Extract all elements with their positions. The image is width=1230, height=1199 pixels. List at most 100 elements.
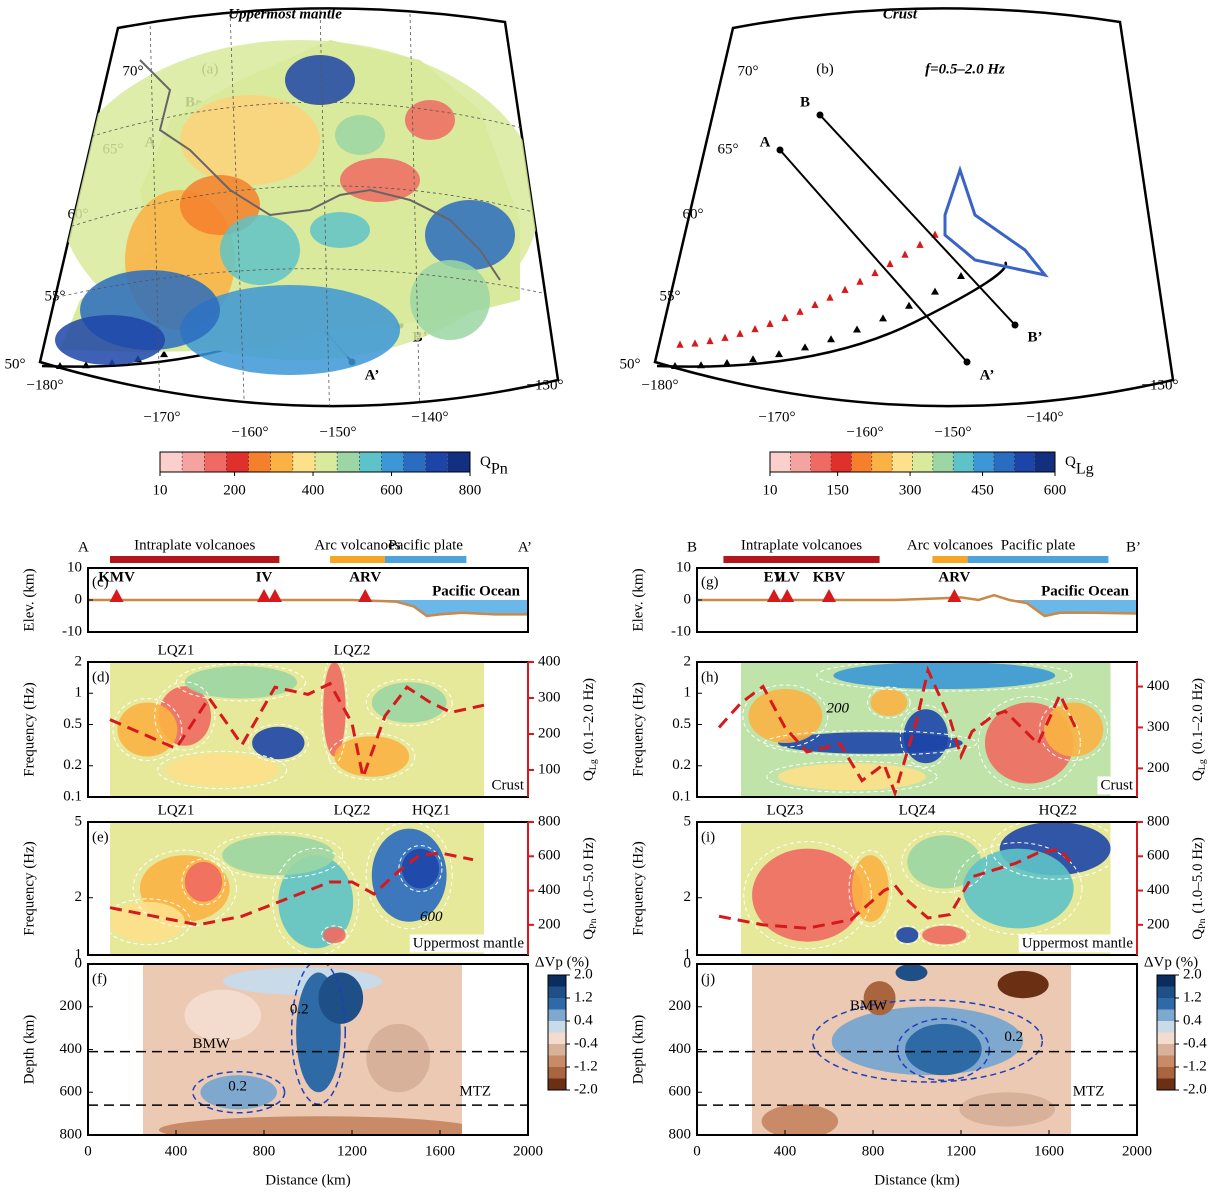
colorbar-cell — [1157, 1067, 1175, 1079]
volcano — [110, 589, 124, 602]
colorbar-tick-label: -2.0 — [1183, 1081, 1207, 1097]
y2-tick-label: 800 — [538, 813, 561, 829]
y-tick-label: 0.5 — [63, 716, 82, 732]
profile-end — [777, 147, 784, 154]
volcano — [767, 589, 781, 602]
heatmap-blob — [778, 763, 926, 790]
colorbar-cell — [1157, 1044, 1175, 1056]
q-band: (1.0–5.0 Hz) — [1190, 837, 1206, 913]
zone-label: LQZ1 — [158, 802, 195, 818]
panel-label: (f) — [92, 971, 107, 987]
colorbar-cell — [770, 452, 790, 472]
map-blob — [410, 260, 490, 340]
section-label: BMW — [850, 998, 888, 1014]
colorbar-cell — [548, 1056, 566, 1068]
y-tick-label: 0.1 — [63, 788, 82, 804]
q-band: (0.1–2.0 Hz) — [1190, 678, 1206, 754]
latitude-label: 65° — [718, 141, 739, 157]
segment-bar — [110, 556, 279, 563]
segment-bar — [385, 556, 466, 563]
colorbar-title: ΔVp (%) — [535, 954, 589, 970]
section-label: MTZ — [1073, 1084, 1105, 1100]
q-symbol: Q — [1190, 770, 1206, 781]
section-label: MTZ — [459, 1084, 491, 1100]
x-tick-label: 1600 — [425, 1143, 455, 1159]
x-tick-label: 2000 — [513, 1143, 543, 1159]
colorbar-cell — [811, 452, 831, 472]
y-tick-label: 0 — [684, 591, 692, 607]
zone-label: LQZ3 — [767, 802, 804, 818]
colorbar: 10150300450600QLg — [763, 452, 1094, 498]
volcano — [257, 589, 271, 602]
velocity-blob — [896, 964, 928, 981]
colorbar-tick-label: 400 — [302, 482, 325, 498]
colorbar-cell — [1035, 452, 1055, 472]
contour-label: 200 — [827, 701, 850, 717]
y2-axis-label: QLg(0.1–2.0 Hz) — [581, 678, 599, 781]
segment-label: Arc volcanoes — [907, 537, 993, 553]
y2-tick-label: 200 — [1147, 916, 1170, 932]
y-tick-label: 10 — [67, 559, 82, 575]
q-symbol: Q — [1190, 929, 1206, 940]
colorbar-cell — [315, 452, 337, 472]
latitude-label: 50° — [620, 356, 641, 372]
colorbar-cell — [271, 452, 293, 472]
longitude-label: −170° — [144, 409, 181, 425]
colorbar-cell — [548, 975, 566, 987]
colorbar-tick-label: 0.4 — [574, 1012, 593, 1028]
y-tick-label: 800 — [669, 1126, 692, 1142]
y2-tick-label: 800 — [1147, 813, 1170, 829]
y2-tick-label: 300 — [1147, 719, 1170, 735]
x-tick-label: 1200 — [946, 1143, 976, 1159]
profile-end: B’ — [1126, 539, 1141, 555]
colorbar-cell — [1157, 1033, 1175, 1045]
colorbar-tick-label: 300 — [899, 482, 922, 498]
colorbar-cell — [933, 452, 953, 472]
y-tick-label: 400 — [60, 1041, 83, 1057]
heatmap-blob — [870, 689, 907, 716]
volcano — [780, 589, 794, 602]
segment-bar — [723, 556, 879, 563]
y2-tick-label: 200 — [538, 725, 561, 741]
panel-label: (c) — [92, 574, 109, 590]
q-symbol: Q — [581, 929, 597, 940]
y-tick-label: 0.2 — [672, 757, 691, 773]
map-blob — [310, 212, 370, 248]
q-symbol: Q — [581, 770, 597, 781]
panel-label: (i) — [701, 829, 715, 845]
y2-tick-label: 600 — [1147, 848, 1170, 864]
latitude-label: 70° — [123, 63, 144, 79]
map-annotation: B — [800, 94, 810, 110]
colorbar-cell — [872, 452, 892, 472]
colorbar-cell — [548, 1067, 566, 1079]
colorbar-title: ΔVp (%) — [1144, 954, 1198, 970]
colorbar-tick-label: 1.2 — [574, 989, 593, 1005]
segment-bar — [968, 556, 1109, 563]
volcano — [268, 589, 282, 602]
heatmap-blob — [904, 709, 948, 763]
contour-label: 600 — [420, 909, 443, 925]
latitude-label: 70° — [738, 63, 759, 79]
colorbar-cell — [548, 998, 566, 1010]
colorbar-cell — [1157, 987, 1175, 999]
y-tick-label: 0.1 — [672, 788, 691, 804]
colorbar-cell — [1157, 975, 1175, 987]
y2-axis-label: QLg(0.1–2.0 Hz) — [1190, 678, 1208, 781]
y-tick-label: -10 — [671, 623, 691, 639]
colorbar-cell — [548, 987, 566, 999]
colorbar-cell — [381, 452, 403, 472]
colorbar-tick-label: 450 — [971, 482, 994, 498]
q-subscript: Pn — [491, 460, 508, 477]
contour-label: 0.2 — [290, 1002, 309, 1018]
x-tick-label: 800 — [253, 1143, 276, 1159]
zone-label: HQZ2 — [1039, 802, 1077, 818]
volcano-label: ARV — [938, 569, 970, 585]
velocity-blob — [959, 1092, 1055, 1126]
velocity-blob — [318, 973, 363, 1024]
heatmap-blob — [110, 902, 185, 942]
x-axis-label: Distance (km) — [265, 1172, 350, 1188]
colorbar-cell — [548, 1079, 566, 1091]
longitude-label: −160° — [847, 424, 884, 440]
heatmap-blob — [185, 862, 222, 902]
